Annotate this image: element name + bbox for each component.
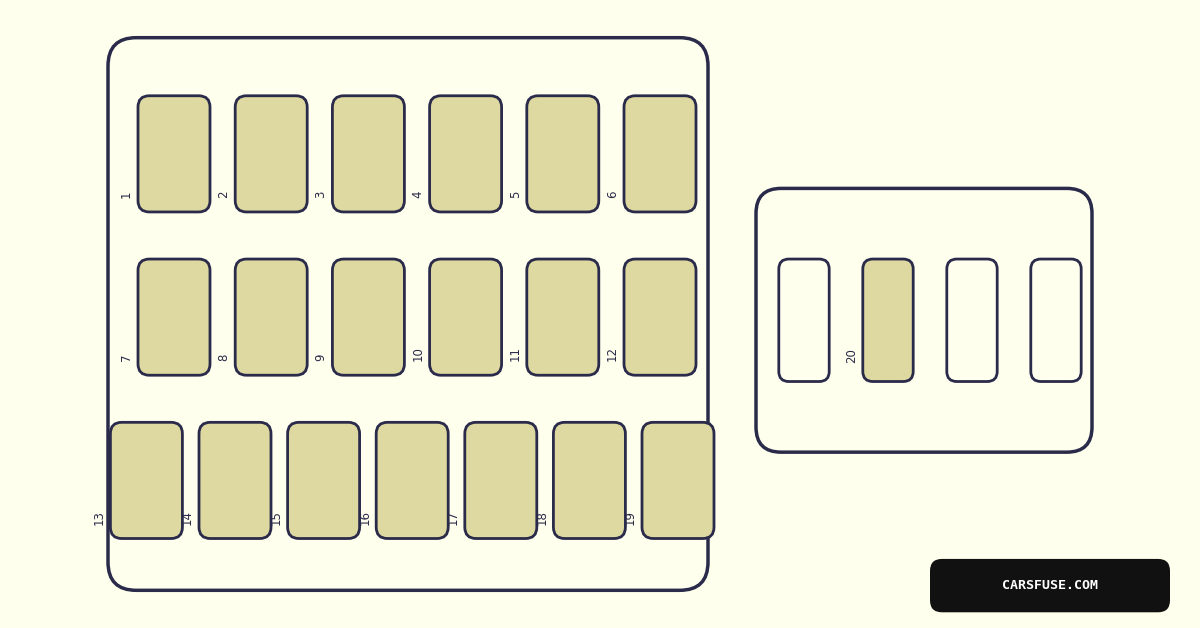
Text: 15: 15 bbox=[270, 510, 283, 524]
FancyBboxPatch shape bbox=[464, 422, 536, 538]
Text: 8: 8 bbox=[217, 354, 230, 361]
FancyBboxPatch shape bbox=[430, 259, 502, 375]
Text: 18: 18 bbox=[535, 510, 548, 524]
FancyBboxPatch shape bbox=[756, 188, 1092, 452]
FancyBboxPatch shape bbox=[947, 259, 997, 381]
FancyBboxPatch shape bbox=[430, 95, 502, 212]
FancyBboxPatch shape bbox=[624, 259, 696, 375]
Text: 20: 20 bbox=[845, 349, 858, 363]
FancyBboxPatch shape bbox=[527, 95, 599, 212]
Text: 13: 13 bbox=[92, 510, 106, 524]
FancyBboxPatch shape bbox=[332, 95, 404, 212]
Text: 10: 10 bbox=[412, 347, 425, 361]
FancyBboxPatch shape bbox=[138, 95, 210, 212]
Text: 12: 12 bbox=[606, 346, 619, 361]
FancyBboxPatch shape bbox=[110, 422, 182, 538]
FancyBboxPatch shape bbox=[553, 422, 625, 538]
FancyBboxPatch shape bbox=[377, 422, 449, 538]
Text: 1: 1 bbox=[120, 190, 133, 198]
FancyBboxPatch shape bbox=[235, 95, 307, 212]
Text: 19: 19 bbox=[624, 509, 637, 524]
FancyBboxPatch shape bbox=[332, 259, 404, 375]
FancyBboxPatch shape bbox=[1031, 259, 1081, 381]
Text: 7: 7 bbox=[120, 354, 133, 361]
FancyBboxPatch shape bbox=[527, 259, 599, 375]
Text: 11: 11 bbox=[509, 346, 522, 361]
FancyBboxPatch shape bbox=[288, 422, 360, 538]
Text: 14: 14 bbox=[181, 509, 194, 524]
Text: 3: 3 bbox=[314, 191, 328, 198]
FancyBboxPatch shape bbox=[624, 95, 696, 212]
FancyBboxPatch shape bbox=[199, 422, 271, 538]
Text: 2: 2 bbox=[217, 190, 230, 198]
Text: 6: 6 bbox=[606, 190, 619, 198]
Text: CARSFUSE.COM: CARSFUSE.COM bbox=[1002, 579, 1098, 592]
FancyBboxPatch shape bbox=[235, 259, 307, 375]
FancyBboxPatch shape bbox=[863, 259, 913, 381]
Text: 5: 5 bbox=[509, 191, 522, 198]
FancyBboxPatch shape bbox=[138, 259, 210, 375]
Text: 17: 17 bbox=[446, 509, 460, 524]
Text: 16: 16 bbox=[359, 509, 371, 524]
Text: 4: 4 bbox=[412, 190, 425, 198]
FancyBboxPatch shape bbox=[930, 559, 1170, 612]
FancyBboxPatch shape bbox=[642, 422, 714, 538]
FancyBboxPatch shape bbox=[779, 259, 829, 381]
FancyBboxPatch shape bbox=[108, 38, 708, 590]
Text: 9: 9 bbox=[314, 354, 328, 361]
